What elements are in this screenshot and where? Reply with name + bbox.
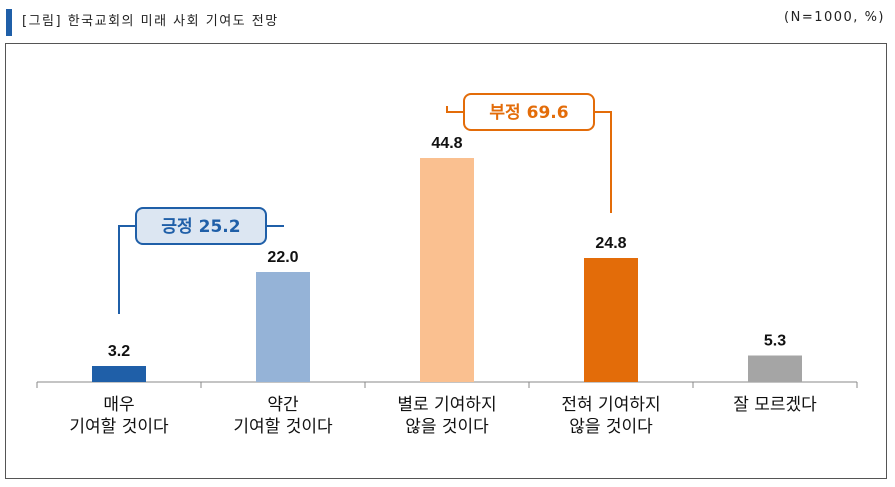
- data-label: 22.0: [267, 249, 298, 266]
- category-label-line: 않을 것이다: [405, 417, 489, 437]
- bar: [92, 366, 146, 382]
- category-label-line: 않을 것이다: [569, 417, 653, 437]
- chart-title: [그림] 한국교회의 미래 사회 기여도 전망: [22, 14, 279, 29]
- chart-frame: [5, 43, 887, 479]
- category-label: 매우 기여할 것이다: [37, 394, 201, 438]
- category-label-line: 잘 모르겠다: [733, 395, 817, 415]
- data-label: 5.3: [764, 333, 786, 350]
- annotation-bracket: [118, 225, 136, 314]
- data-label: 24.8: [595, 235, 626, 252]
- bar: [584, 258, 638, 382]
- category-label-line: 매우: [103, 395, 135, 415]
- sample-note: (N=1000, %): [784, 10, 885, 25]
- bar: [748, 355, 802, 382]
- annotation-bracket: [594, 111, 612, 213]
- data-label: 3.2: [108, 343, 130, 360]
- category-label-line: 기여할 것이다: [69, 417, 169, 437]
- category-label-line: 전혀 기여하지: [561, 395, 661, 415]
- category-label: 잘 모르겠다: [693, 394, 857, 416]
- annotation-bracket: [446, 106, 464, 113]
- annotation-label: 긍정 25.2: [161, 217, 240, 237]
- category-label: 별로 기여하지 않을 것이다: [365, 394, 529, 438]
- annotation-box: [135, 207, 267, 245]
- data-label: 44.8: [431, 135, 462, 152]
- annotation-bracket: [266, 225, 284, 227]
- bar: [420, 158, 474, 382]
- category-label: 약간 기여할 것이다: [201, 394, 365, 438]
- title-accent-bar: [6, 9, 12, 36]
- category-label-line: 별로 기여하지: [397, 395, 497, 415]
- bar: [256, 272, 310, 382]
- category-label-line: 약간: [267, 395, 299, 415]
- annotation-label: 부정 69.6: [489, 103, 568, 123]
- annotation-box: [463, 93, 595, 131]
- category-label-line: 기여할 것이다: [233, 417, 333, 437]
- category-label: 전혀 기여하지 않을 것이다: [529, 394, 693, 438]
